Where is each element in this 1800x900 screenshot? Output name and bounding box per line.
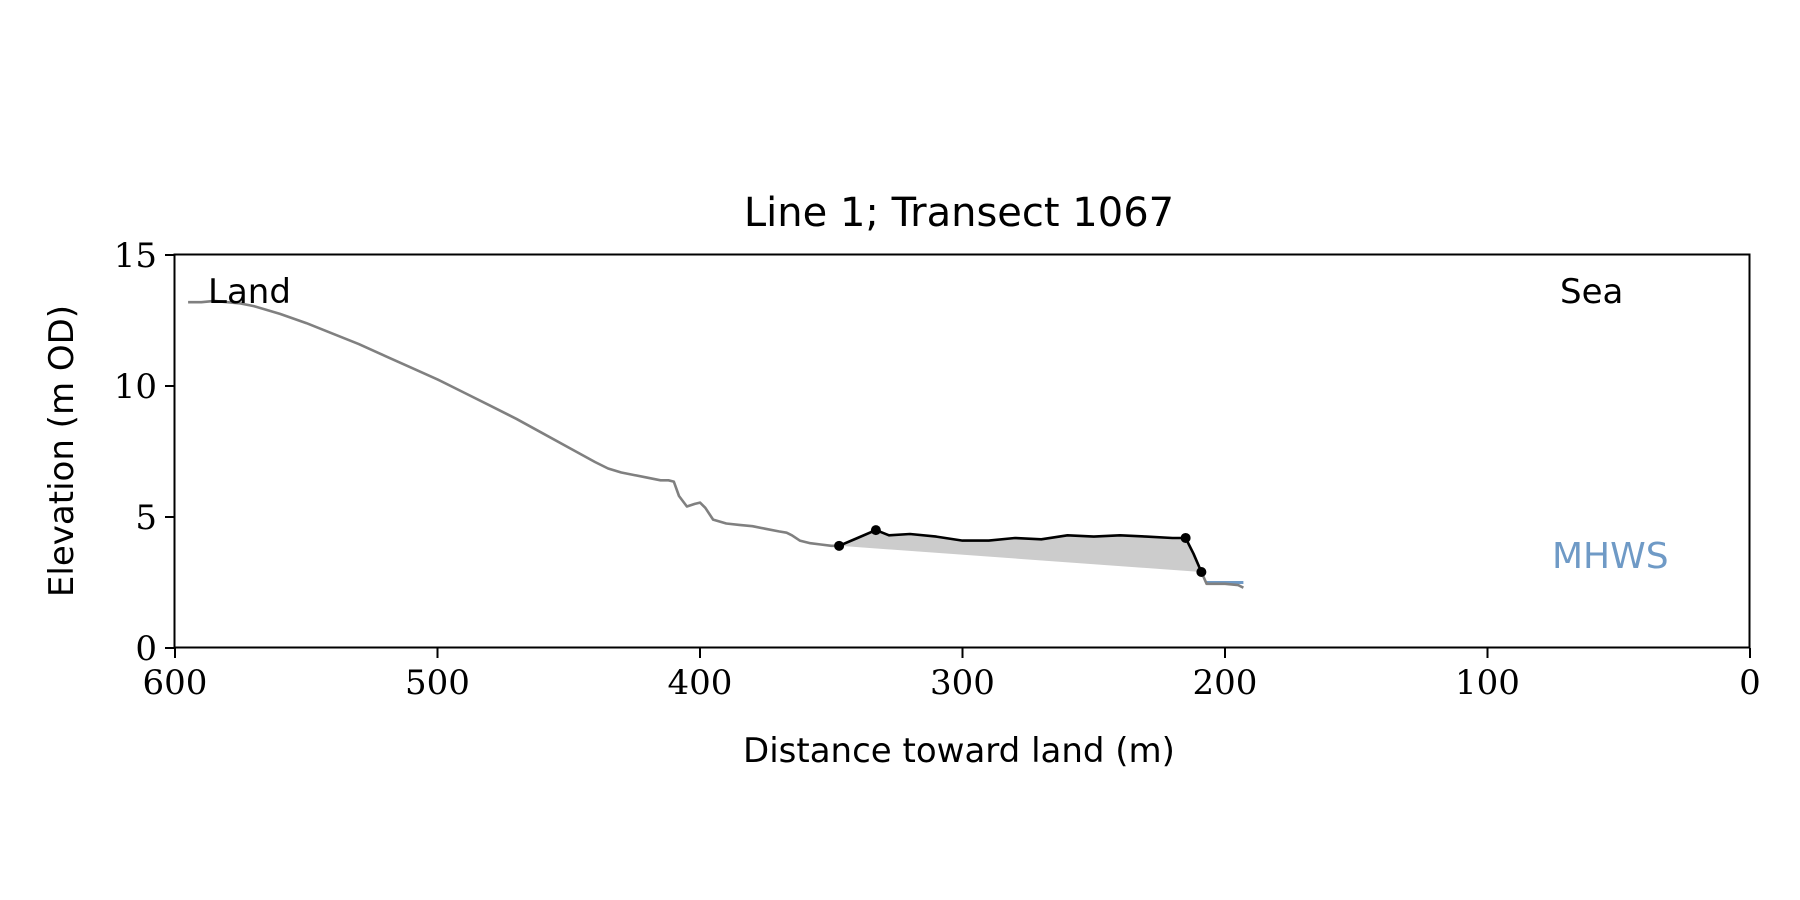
x-tick-label: 600 xyxy=(143,663,208,703)
x-tick-label: 200 xyxy=(1193,663,1258,703)
y-axis: 0 5 10 15 xyxy=(114,236,175,669)
mhws-label: MHWS xyxy=(1552,536,1669,577)
profile-line xyxy=(188,299,840,548)
land-label: Land xyxy=(208,272,291,312)
y-tick-label: 10 xyxy=(114,367,157,407)
sea-label: Sea xyxy=(1560,272,1623,312)
feature-point xyxy=(870,525,881,536)
seaward-profile-line xyxy=(1200,571,1244,589)
x-tick-label: 500 xyxy=(405,663,470,703)
axes-frame xyxy=(173,253,1751,649)
plot-area xyxy=(188,299,1244,589)
y-tick-label: 0 xyxy=(135,629,157,669)
chart-title: Line 1; Transect 1067 xyxy=(744,190,1174,236)
x-axis: 600 500 400 300 200 100 0 xyxy=(143,648,1761,703)
feature-point xyxy=(834,540,845,551)
x-tick-label: 300 xyxy=(930,663,995,703)
x-tick-label: 100 xyxy=(1455,663,1520,703)
x-tick-label: 0 xyxy=(1739,663,1761,703)
y-tick-label: 5 xyxy=(135,498,157,538)
y-tick-label: 15 xyxy=(114,236,157,276)
feature-line xyxy=(838,528,1203,573)
x-tick-label: 400 xyxy=(668,663,733,703)
feature-point xyxy=(1196,567,1207,578)
feature-fill-area xyxy=(839,530,1202,572)
x-axis-label: Distance toward land (m) xyxy=(743,731,1175,771)
y-axis-label: Elevation (m OD) xyxy=(42,305,82,597)
feature-point xyxy=(1180,532,1191,543)
